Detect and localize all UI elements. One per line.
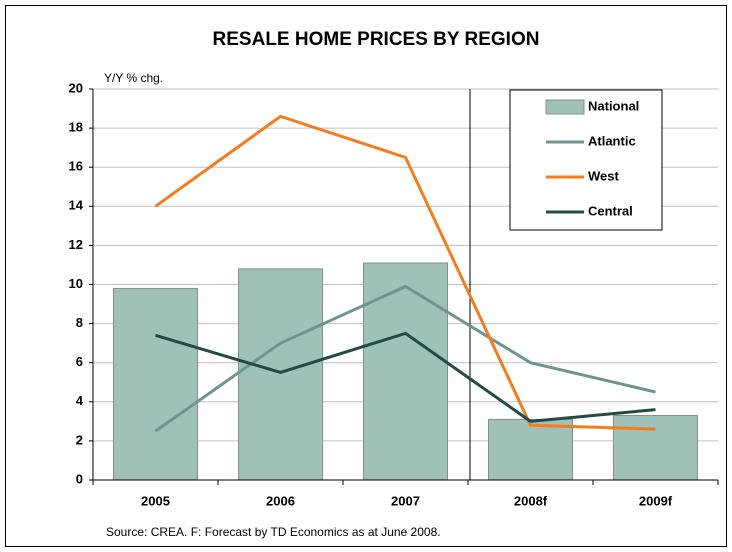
source: Source: CREA. F: Forecast by TD Economic…: [106, 525, 441, 539]
y-tick-label: 20: [69, 80, 83, 95]
y-axis-label: Y/Y % chg.: [104, 71, 163, 85]
bar: [238, 268, 323, 481]
x-tick-label: 2009f: [639, 493, 673, 508]
y-tick-label: 0: [76, 471, 83, 486]
legend-box: [509, 89, 663, 231]
y-tick-label: 10: [69, 276, 83, 291]
line: [154, 284, 656, 433]
y-tick-label: 4: [76, 393, 84, 408]
legend-label: West: [588, 168, 619, 183]
line: [155, 331, 656, 423]
chart-title: RESALE HOME PRICES BY REGION: [213, 29, 540, 50]
x-tick-label: 2006: [266, 493, 295, 508]
line: [154, 114, 656, 431]
bar: [363, 262, 448, 481]
y-tick-label: 16: [69, 159, 83, 174]
y-tick-label: 2: [76, 432, 83, 447]
bar: [113, 287, 198, 481]
legend-swatch: [545, 99, 585, 115]
bar: [613, 414, 698, 481]
x-tick-label: 2005: [141, 493, 170, 508]
y-tick-label: 6: [76, 354, 83, 369]
y-tick-label: 18: [69, 120, 83, 135]
bar: [488, 418, 573, 481]
y-tick-label: 14: [69, 198, 84, 213]
legend-label: Atlantic: [588, 133, 636, 148]
x-tick-label: 2008f: [514, 493, 548, 508]
y-tick-label: 12: [69, 237, 83, 252]
x-tick-label: 2007: [391, 493, 420, 508]
legend-label: Central: [588, 203, 633, 218]
legend-label: National: [588, 98, 639, 113]
y-tick-label: 8: [76, 315, 83, 330]
